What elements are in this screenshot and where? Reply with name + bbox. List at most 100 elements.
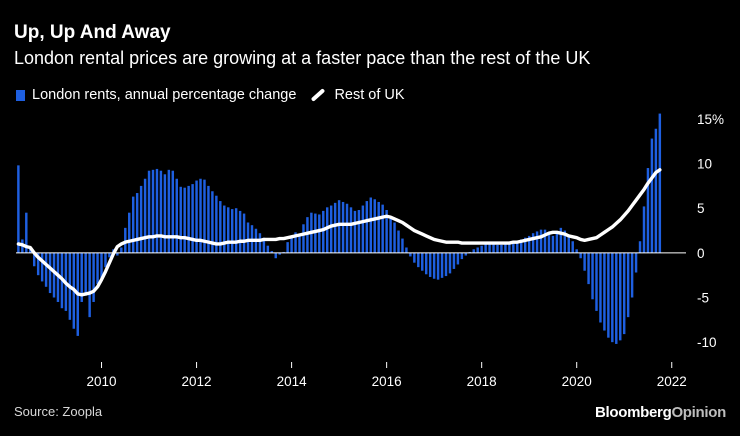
- london-bar: [603, 253, 605, 331]
- london-bar: [172, 171, 174, 253]
- london-bar: [381, 205, 383, 253]
- london-bar: [484, 244, 486, 253]
- london-bar: [536, 231, 538, 252]
- london-bar: [453, 253, 455, 269]
- london-bar: [540, 230, 542, 253]
- london-bar: [298, 235, 300, 253]
- london-bar: [160, 171, 162, 253]
- london-bar: [587, 253, 589, 284]
- x-tick-label: 2016: [372, 374, 402, 389]
- london-bar: [179, 187, 181, 253]
- london-bar: [377, 202, 379, 253]
- london-bar: [84, 253, 86, 296]
- london-bar: [461, 253, 463, 259]
- london-bar: [156, 169, 158, 253]
- london-bar: [354, 211, 356, 253]
- london-bar: [164, 174, 166, 253]
- london-bar: [552, 236, 554, 253]
- london-bar: [421, 253, 423, 271]
- y-tick-label: 15%: [697, 112, 724, 127]
- london-bar: [643, 206, 645, 252]
- london-bar: [366, 201, 368, 253]
- y-tick-label: 0: [697, 246, 705, 261]
- london-bar: [223, 206, 225, 253]
- london-bar: [148, 171, 150, 253]
- london-bar: [92, 253, 94, 302]
- london-bar: [350, 207, 352, 253]
- y-tick-label: 5: [697, 201, 705, 216]
- london-bar: [476, 248, 478, 253]
- london-bar: [635, 253, 637, 273]
- london-bar: [441, 253, 443, 278]
- london-bar: [417, 253, 419, 267]
- london-bar: [401, 239, 403, 253]
- london-bar: [358, 210, 360, 253]
- london-bar: [611, 253, 613, 342]
- x-tick-label: 2010: [87, 374, 117, 389]
- london-bar: [191, 184, 193, 253]
- london-bar: [623, 253, 625, 334]
- x-tick-label: 2012: [182, 374, 212, 389]
- source-note: Source: Zoopla: [14, 404, 102, 419]
- x-tick-label: 2020: [562, 374, 592, 389]
- london-bar: [144, 179, 146, 253]
- london-bar: [496, 245, 498, 253]
- london-bar: [651, 139, 653, 253]
- london-bar: [132, 197, 134, 253]
- london-bar: [362, 206, 364, 253]
- london-bar: [239, 211, 241, 253]
- london-bar: [500, 245, 502, 253]
- london-bar: [572, 241, 574, 253]
- london-bar: [17, 165, 19, 253]
- london-bar: [187, 186, 189, 253]
- london-bar: [619, 253, 621, 340]
- london-bar: [183, 188, 185, 253]
- london-bar: [599, 253, 601, 323]
- y-tick-label: 10: [697, 157, 712, 172]
- london-bar: [639, 241, 641, 253]
- london-bar: [318, 214, 320, 252]
- london-bar: [397, 231, 399, 253]
- london-bar: [45, 253, 47, 287]
- london-bar: [429, 253, 431, 277]
- london-bar: [591, 253, 593, 299]
- london-bar: [389, 216, 391, 253]
- london-bar: [88, 253, 90, 317]
- london-bar: [409, 253, 411, 257]
- london-bar: [548, 233, 550, 253]
- london-bar: [286, 242, 288, 253]
- london-bar: [370, 198, 372, 253]
- chart-plot: 2010 2012 2014 2016 2018 2020 202215%1050-5-10: [0, 0, 740, 436]
- brand-name: Bloomberg: [595, 404, 671, 421]
- london-bar: [445, 253, 447, 276]
- london-bar: [136, 193, 138, 253]
- london-bar: [433, 253, 435, 279]
- london-bar: [568, 236, 570, 253]
- london-bar: [342, 202, 344, 253]
- london-bar: [334, 203, 336, 253]
- london-bar: [275, 253, 277, 258]
- london-bar: [437, 253, 439, 280]
- london-bar: [413, 253, 415, 263]
- london-bar: [247, 223, 249, 253]
- london-bar: [330, 206, 332, 253]
- y-tick-label: -10: [697, 335, 717, 350]
- london-bar: [579, 253, 581, 258]
- london-bar: [607, 253, 609, 338]
- y-tick-label: -5: [697, 291, 709, 306]
- london-bar: [595, 253, 597, 311]
- london-bar: [659, 114, 661, 253]
- london-bar: [259, 233, 261, 253]
- london-bar: [41, 253, 43, 282]
- london-bar: [583, 253, 585, 271]
- london-bar: [176, 179, 178, 253]
- london-bar: [480, 246, 482, 253]
- london-bar: [374, 199, 376, 253]
- london-bar: [128, 213, 130, 253]
- london-bar: [53, 253, 55, 298]
- london-bar: [627, 253, 629, 317]
- london-bar: [302, 224, 304, 253]
- x-tick-label: 2018: [467, 374, 497, 389]
- london-bar: [231, 209, 233, 253]
- london-bar: [449, 253, 451, 274]
